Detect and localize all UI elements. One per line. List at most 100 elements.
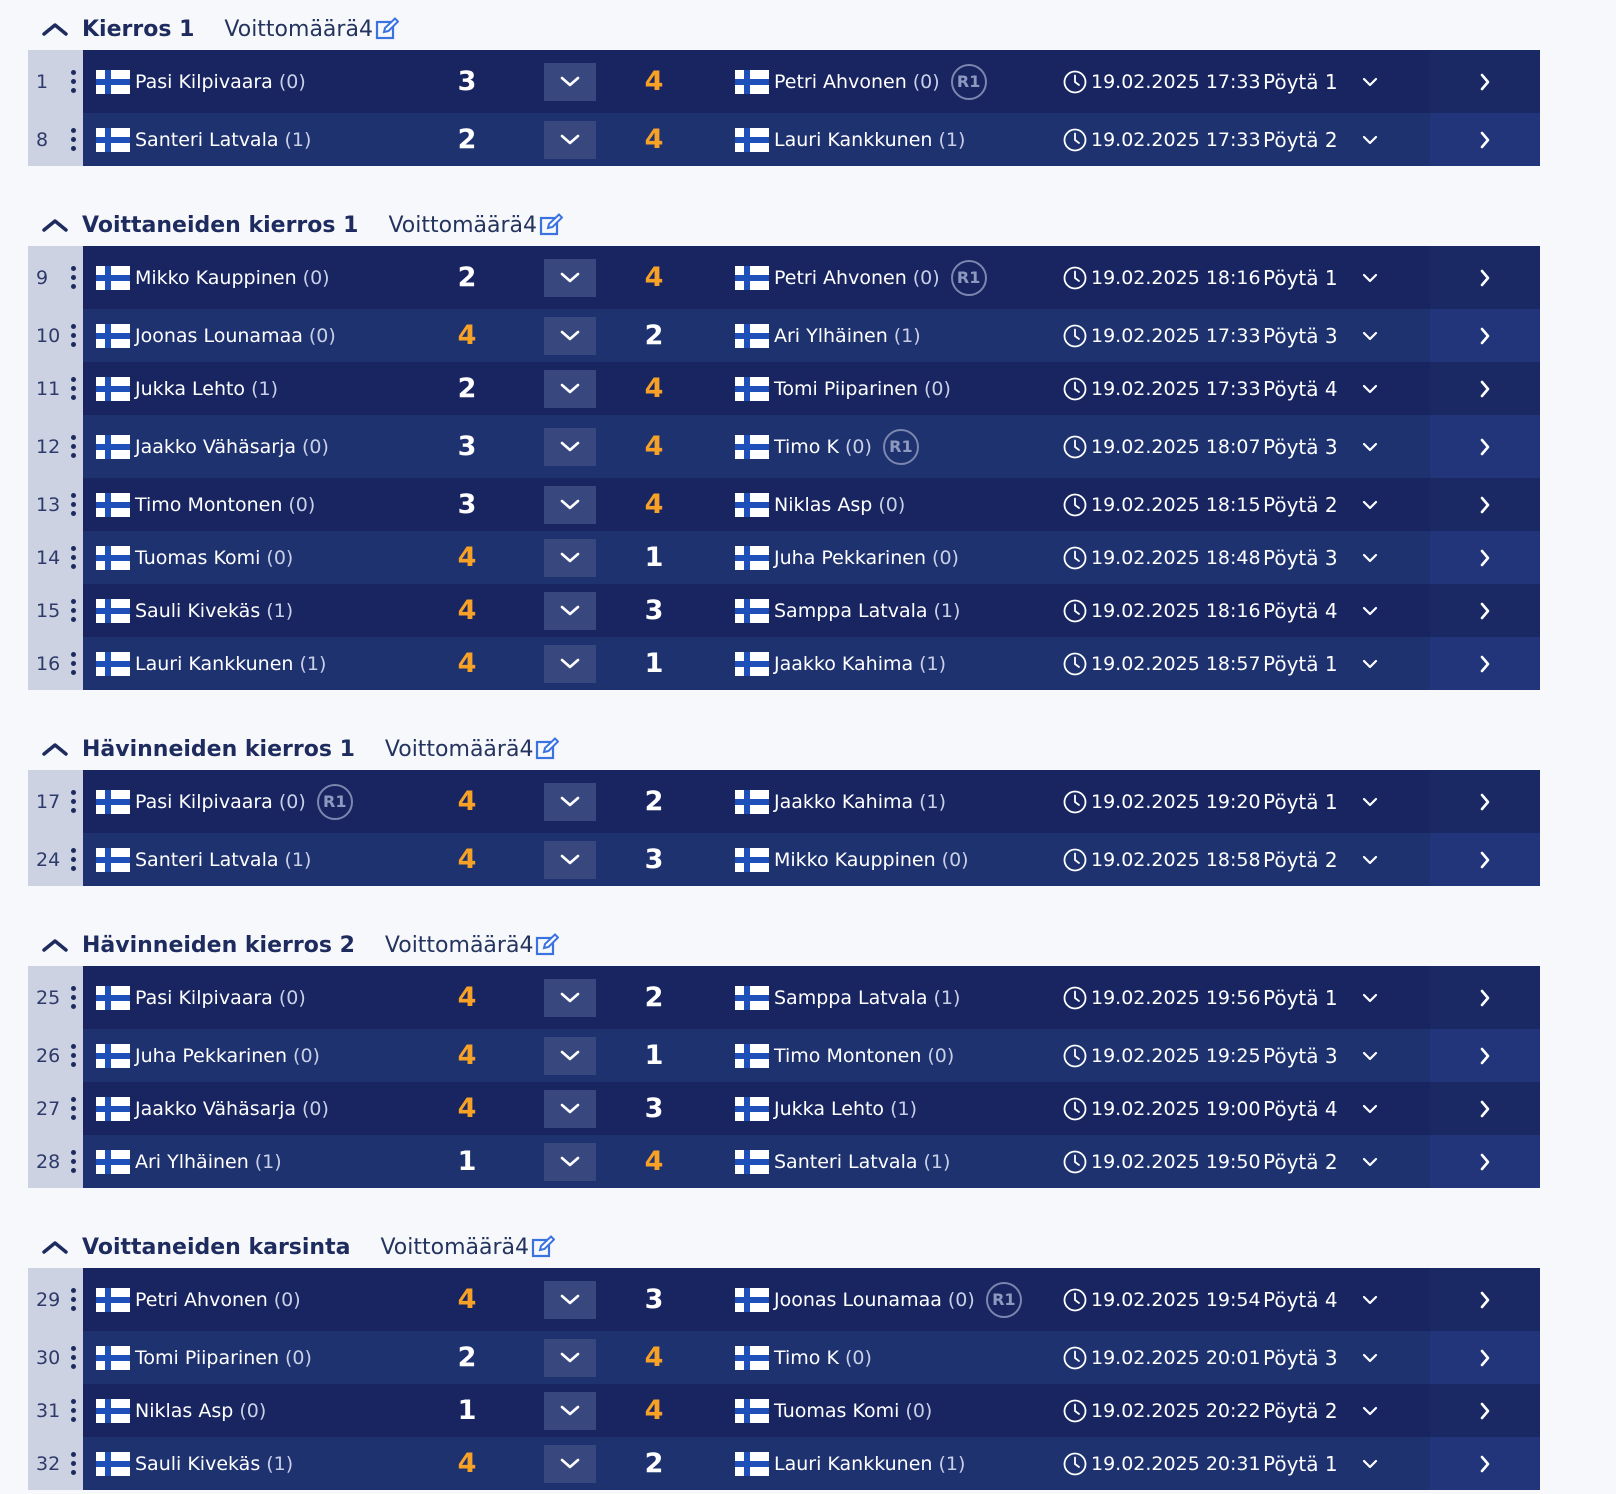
player1[interactable]: Tuomas Komi (0) [135, 547, 293, 569]
table-select-chevron-icon[interactable] [1359, 1457, 1381, 1471]
expand-match-button[interactable] [544, 644, 596, 683]
player1[interactable]: Lauri Kankkunen (1) [135, 653, 326, 675]
player2[interactable]: Tomi Piiparinen (0) [774, 378, 951, 400]
match-row[interactable]: 28 Ari Ylhäinen (1) 1 4 Santeri Latvala (1) 19.… [28, 1135, 1540, 1188]
player2[interactable]: Ari Ylhäinen (1) [774, 325, 921, 347]
more-options-icon[interactable] [63, 1343, 83, 1373]
expand-match-button[interactable] [544, 1142, 596, 1181]
player2[interactable]: Petri Ahvonen (0) [774, 71, 940, 93]
player1[interactable]: Pasi Kilpivaara (0) [135, 987, 306, 1009]
table-select-chevron-icon[interactable] [1359, 271, 1381, 285]
more-options-icon[interactable] [63, 1396, 83, 1426]
more-options-icon[interactable] [63, 374, 83, 404]
player2[interactable]: Tuomas Komi (0) [774, 1400, 932, 1422]
edit-icon[interactable] [539, 213, 563, 237]
player1[interactable]: Petri Ahvonen (0) [135, 1289, 301, 1311]
open-match-chevron-right-icon[interactable] [1430, 833, 1540, 886]
table-select-chevron-icon[interactable] [1359, 382, 1381, 396]
open-match-chevron-right-icon[interactable] [1430, 309, 1540, 362]
expand-match-button[interactable] [544, 591, 596, 630]
player2[interactable]: Samppa Latvala (1) [774, 987, 960, 1009]
player2[interactable]: Timo Montonen (0) [774, 1045, 954, 1067]
expand-match-button[interactable] [544, 1280, 596, 1319]
expand-match-button[interactable] [544, 369, 596, 408]
player2[interactable]: Juha Pekkarinen (0) [774, 547, 959, 569]
open-match-chevron-right-icon[interactable] [1430, 584, 1540, 637]
match-row[interactable]: 30 Tomi Piiparinen (0) 2 4 Timo K (0) 19.02.202… [28, 1331, 1540, 1384]
table-select-chevron-icon[interactable] [1359, 1404, 1381, 1418]
table-select-chevron-icon[interactable] [1359, 498, 1381, 512]
match-row[interactable]: 15 Sauli Kivekäs (1) 4 3 Samppa Latvala (1) 19.… [28, 584, 1540, 637]
table-select-chevron-icon[interactable] [1359, 991, 1381, 1005]
player2[interactable]: Lauri Kankkunen (1) [774, 129, 965, 151]
table-select-chevron-icon[interactable] [1359, 853, 1381, 867]
more-options-icon[interactable] [63, 1041, 83, 1071]
expand-match-button[interactable] [544, 62, 596, 101]
table-select-chevron-icon[interactable] [1359, 551, 1381, 565]
open-match-chevron-right-icon[interactable] [1430, 50, 1540, 113]
match-row[interactable]: 32 Sauli Kivekäs (1) 4 2 Lauri Kankkunen (1) 19… [28, 1437, 1540, 1490]
expand-match-button[interactable] [544, 485, 596, 524]
open-match-chevron-right-icon[interactable] [1430, 1135, 1540, 1188]
player1[interactable]: Mikko Kauppinen (0) [135, 267, 330, 289]
open-match-chevron-right-icon[interactable] [1430, 637, 1540, 690]
player1[interactable]: Pasi Kilpivaara (0) [135, 791, 306, 813]
player2[interactable]: Lauri Kankkunen (1) [774, 1453, 965, 1475]
open-match-chevron-right-icon[interactable] [1430, 113, 1540, 166]
player1[interactable]: Jaakko Vähäsarja (0) [135, 1098, 329, 1120]
more-options-icon[interactable] [63, 1147, 83, 1177]
player1[interactable]: Niklas Asp (0) [135, 1400, 266, 1422]
more-options-icon[interactable] [63, 1449, 83, 1479]
collapse-chevron-up-icon[interactable] [28, 1228, 82, 1266]
more-options-icon[interactable] [63, 1094, 83, 1124]
match-row[interactable]: 11 Jukka Lehto (1) 2 4 Tomi Piiparinen (0) 19.0… [28, 362, 1540, 415]
player1[interactable]: Ari Ylhäinen (1) [135, 1151, 282, 1173]
match-row[interactable]: 9 Mikko Kauppinen (0) 2 4 Petri Ahvonen (0) R1 1… [28, 246, 1540, 309]
player1[interactable]: Pasi Kilpivaara (0) [135, 71, 306, 93]
expand-match-button[interactable] [544, 1089, 596, 1128]
table-select-chevron-icon[interactable] [1359, 1049, 1381, 1063]
match-row[interactable]: 10 Joonas Lounamaa (0) 4 2 Ari Ylhäinen (1) 19.… [28, 309, 1540, 362]
player2[interactable]: Timo K (0) [774, 1347, 872, 1369]
player2[interactable]: Timo K (0) [774, 436, 872, 458]
table-select-chevron-icon[interactable] [1359, 329, 1381, 343]
player1[interactable]: Juha Pekkarinen (0) [135, 1045, 320, 1067]
more-options-icon[interactable] [63, 649, 83, 679]
open-match-chevron-right-icon[interactable] [1430, 415, 1540, 478]
expand-match-button[interactable] [544, 258, 596, 297]
player2[interactable]: Joonas Lounamaa (0) [774, 1289, 975, 1311]
expand-match-button[interactable] [544, 120, 596, 159]
more-options-icon[interactable] [63, 787, 83, 817]
match-row[interactable]: 16 Lauri Kankkunen (1) 4 1 Jaakko Kahima (1) 19… [28, 637, 1540, 690]
more-options-icon[interactable] [63, 67, 83, 97]
more-options-icon[interactable] [63, 432, 83, 462]
player1[interactable]: Sauli Kivekäs (1) [135, 600, 293, 622]
player1[interactable]: Timo Montonen (0) [135, 494, 315, 516]
more-options-icon[interactable] [63, 596, 83, 626]
expand-match-button[interactable] [544, 538, 596, 577]
player1[interactable]: Santeri Latvala (1) [135, 849, 311, 871]
more-options-icon[interactable] [63, 263, 83, 293]
table-select-chevron-icon[interactable] [1359, 133, 1381, 147]
player1[interactable]: Jukka Lehto (1) [135, 378, 278, 400]
open-match-chevron-right-icon[interactable] [1430, 1437, 1540, 1490]
expand-match-button[interactable] [544, 1444, 596, 1483]
expand-match-button[interactable] [544, 1036, 596, 1075]
open-match-chevron-right-icon[interactable] [1430, 1029, 1540, 1082]
expand-match-button[interactable] [544, 427, 596, 466]
open-match-chevron-right-icon[interactable] [1430, 1384, 1540, 1437]
expand-match-button[interactable] [544, 316, 596, 355]
expand-match-button[interactable] [544, 978, 596, 1017]
open-match-chevron-right-icon[interactable] [1430, 770, 1540, 833]
match-row[interactable]: 12 Jaakko Vähäsarja (0) 3 4 Timo K (0) R1 19.02.… [28, 415, 1540, 478]
table-select-chevron-icon[interactable] [1359, 795, 1381, 809]
open-match-chevron-right-icon[interactable] [1430, 362, 1540, 415]
player1[interactable]: Jaakko Vähäsarja (0) [135, 436, 329, 458]
collapse-chevron-up-icon[interactable] [28, 926, 82, 964]
expand-match-button[interactable] [544, 1338, 596, 1377]
player2[interactable]: Samppa Latvala (1) [774, 600, 960, 622]
match-row[interactable]: 26 Juha Pekkarinen (0) 4 1 Timo Montonen (0) 19… [28, 1029, 1540, 1082]
more-options-icon[interactable] [63, 845, 83, 875]
match-row[interactable]: 29 Petri Ahvonen (0) 4 3 Joonas Lounamaa (0) R1… [28, 1268, 1540, 1331]
table-select-chevron-icon[interactable] [1359, 604, 1381, 618]
